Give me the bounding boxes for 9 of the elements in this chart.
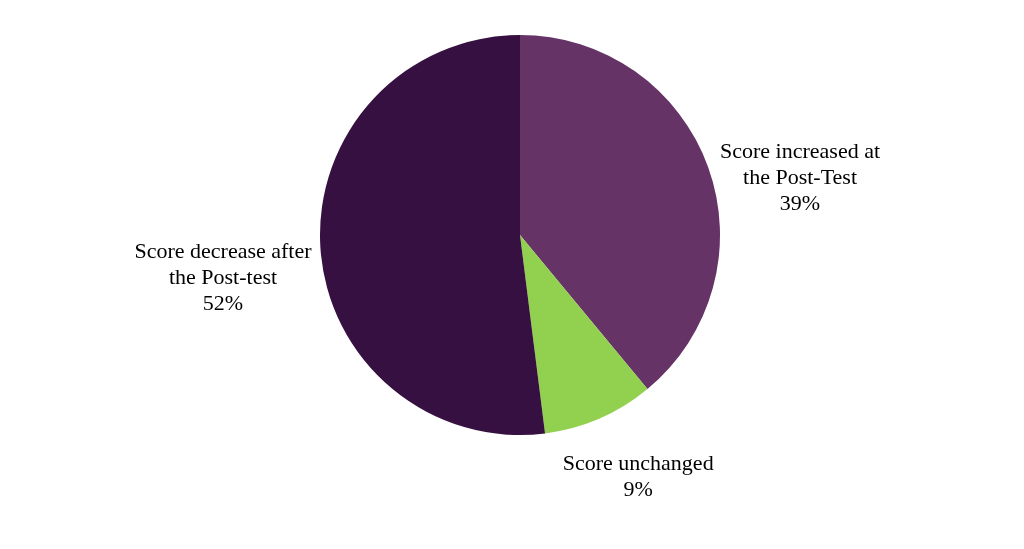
slice-label: Score increased at the Post-Test xyxy=(719,137,881,189)
pie-slice xyxy=(320,35,546,435)
data-label: 52% xyxy=(202,289,244,315)
pie-slice xyxy=(520,35,720,390)
pie-slice xyxy=(520,235,648,434)
slice-label: Score decrease after the Post-test xyxy=(134,237,313,289)
data-label: 39% xyxy=(779,189,821,215)
data-label: 9% xyxy=(623,475,653,501)
slice-label: Score unchanged xyxy=(562,449,714,475)
